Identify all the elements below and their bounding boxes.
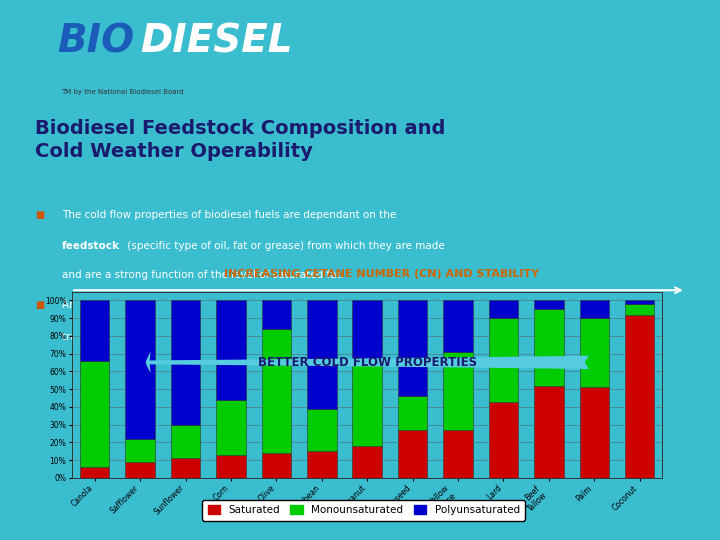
- Text: INCREASING CETANE NUMBER (CN) AND STABILITY: INCREASING CETANE NUMBER (CN) AND STABIL…: [224, 269, 539, 279]
- Bar: [261, 453, 291, 478]
- Bar: [125, 300, 155, 439]
- Bar: [307, 451, 336, 478]
- Bar: [534, 309, 564, 386]
- Bar: [444, 430, 473, 478]
- Text: traditionaly higher Cetane Number, higher cloud point.: traditionaly higher Cetane Number, highe…: [62, 332, 350, 342]
- Bar: [80, 300, 109, 361]
- Bar: [580, 318, 609, 387]
- Text: BIO: BIO: [58, 22, 135, 60]
- Text: BETTER COLD FLOW PROPERTIES: BETTER COLD FLOW PROPERTIES: [258, 356, 477, 369]
- Bar: [625, 300, 654, 304]
- Bar: [580, 387, 609, 478]
- Text: Animal fats, palm and coconut oils are more highly saturated—: Animal fats, palm and coconut oils are m…: [62, 300, 392, 310]
- Bar: [398, 430, 428, 478]
- Bar: [80, 467, 109, 478]
- Bar: [625, 304, 654, 315]
- Legend: Saturated, Monounsaturated, Polyunsaturated: Saturated, Monounsaturated, Polyunsatura…: [202, 500, 525, 521]
- Bar: [307, 409, 336, 451]
- Bar: [489, 402, 518, 478]
- Bar: [307, 300, 336, 409]
- Bar: [625, 315, 654, 478]
- Text: The cold flow properties of biodiesel fuels are dependant on the: The cold flow properties of biodiesel fu…: [62, 210, 396, 220]
- Text: DIESEL: DIESEL: [140, 22, 293, 60]
- Bar: [398, 300, 428, 396]
- Bar: [125, 439, 155, 462]
- Bar: [353, 300, 382, 362]
- Text: ■: ■: [35, 210, 45, 220]
- Bar: [80, 361, 109, 467]
- Text: (specific type of oil, fat or grease) from which they are made: (specific type of oil, fat or grease) fr…: [124, 241, 445, 251]
- Bar: [580, 300, 609, 318]
- Bar: [534, 300, 564, 309]
- Text: and are a strong function of the level of saturated fat.: and are a strong function of the level o…: [62, 270, 344, 280]
- Bar: [489, 300, 518, 318]
- FancyArrowPatch shape: [145, 352, 589, 373]
- Text: feedstock: feedstock: [62, 241, 120, 251]
- Bar: [216, 400, 246, 455]
- Bar: [353, 362, 382, 446]
- Bar: [353, 446, 382, 478]
- Text: ■: ■: [35, 300, 45, 310]
- Bar: [216, 300, 246, 400]
- Bar: [534, 386, 564, 478]
- Bar: [261, 329, 291, 453]
- Bar: [171, 424, 200, 458]
- Bar: [171, 300, 200, 424]
- Bar: [125, 462, 155, 478]
- Bar: [216, 455, 246, 478]
- Bar: [171, 458, 200, 478]
- Bar: [261, 300, 291, 329]
- Bar: [398, 396, 428, 430]
- Bar: [444, 352, 473, 430]
- Bar: [444, 300, 473, 352]
- Text: TM by the National Biodiesel Board: TM by the National Biodiesel Board: [61, 90, 184, 96]
- Bar: [489, 318, 518, 402]
- Text: Biodiesel Feedstock Composition and
Cold Weather Operability: Biodiesel Feedstock Composition and Cold…: [35, 119, 446, 160]
